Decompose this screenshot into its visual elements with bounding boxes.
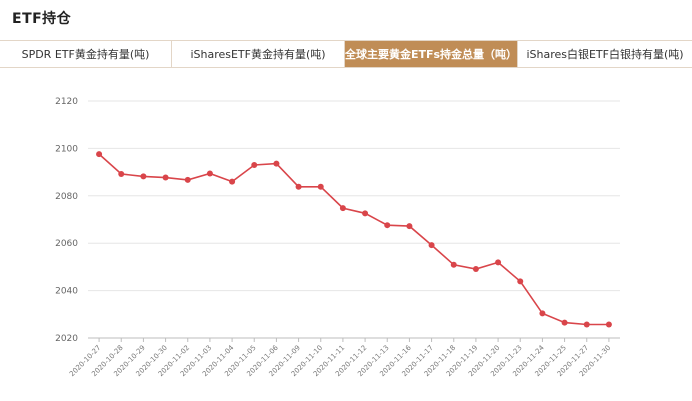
y-tick-label: 2020 bbox=[55, 334, 78, 344]
tab-ishares-gold[interactable]: iSharesETF黄金持有量(吨) bbox=[172, 41, 345, 67]
data-point bbox=[428, 242, 435, 249]
chart-area: 2020 2040 2060 2080 2100 2120 2020-10-27 2020-… bbox=[0, 68, 692, 401]
y-tick-label: 2080 bbox=[55, 192, 78, 202]
data-point bbox=[362, 210, 369, 217]
data-point bbox=[472, 266, 479, 273]
data-point bbox=[206, 170, 213, 177]
data-point bbox=[539, 310, 546, 317]
tab-bar: SPDR ETF黄金持有量(吨) iSharesETF黄金持有量(吨) 全球主要… bbox=[0, 40, 692, 68]
data-point bbox=[273, 160, 280, 167]
data-point bbox=[583, 321, 590, 328]
data-point bbox=[450, 261, 457, 268]
data-point bbox=[251, 161, 258, 168]
y-tick-label: 2120 bbox=[55, 97, 78, 107]
data-point bbox=[162, 174, 169, 181]
data-point bbox=[517, 278, 524, 285]
data-point bbox=[561, 319, 568, 326]
series-line bbox=[98, 153, 609, 326]
y-tick-label: 2100 bbox=[55, 144, 78, 154]
tab-spdr-gold[interactable]: SPDR ETF黄金持有量(吨) bbox=[0, 41, 172, 67]
data-point bbox=[384, 222, 391, 229]
data-point bbox=[317, 183, 324, 190]
data-point bbox=[96, 151, 103, 158]
data-point bbox=[295, 183, 302, 190]
data-point bbox=[118, 170, 125, 177]
data-point bbox=[605, 321, 612, 328]
data-point bbox=[406, 223, 413, 230]
data-point bbox=[140, 173, 147, 180]
data-point bbox=[229, 178, 236, 185]
page-title: ETF持仓 bbox=[12, 11, 72, 27]
y-tick-label: 2060 bbox=[55, 239, 78, 249]
tab-global-gold-etfs[interactable]: 全球主要黄金ETFs持金总量（吨） bbox=[345, 41, 518, 67]
data-point bbox=[184, 176, 191, 183]
data-point bbox=[339, 205, 346, 212]
y-tick-label: 2040 bbox=[55, 287, 78, 297]
tab-ishares-silver[interactable]: iShares白银ETF白银持有量(吨) bbox=[526, 48, 684, 61]
data-point bbox=[495, 259, 502, 266]
